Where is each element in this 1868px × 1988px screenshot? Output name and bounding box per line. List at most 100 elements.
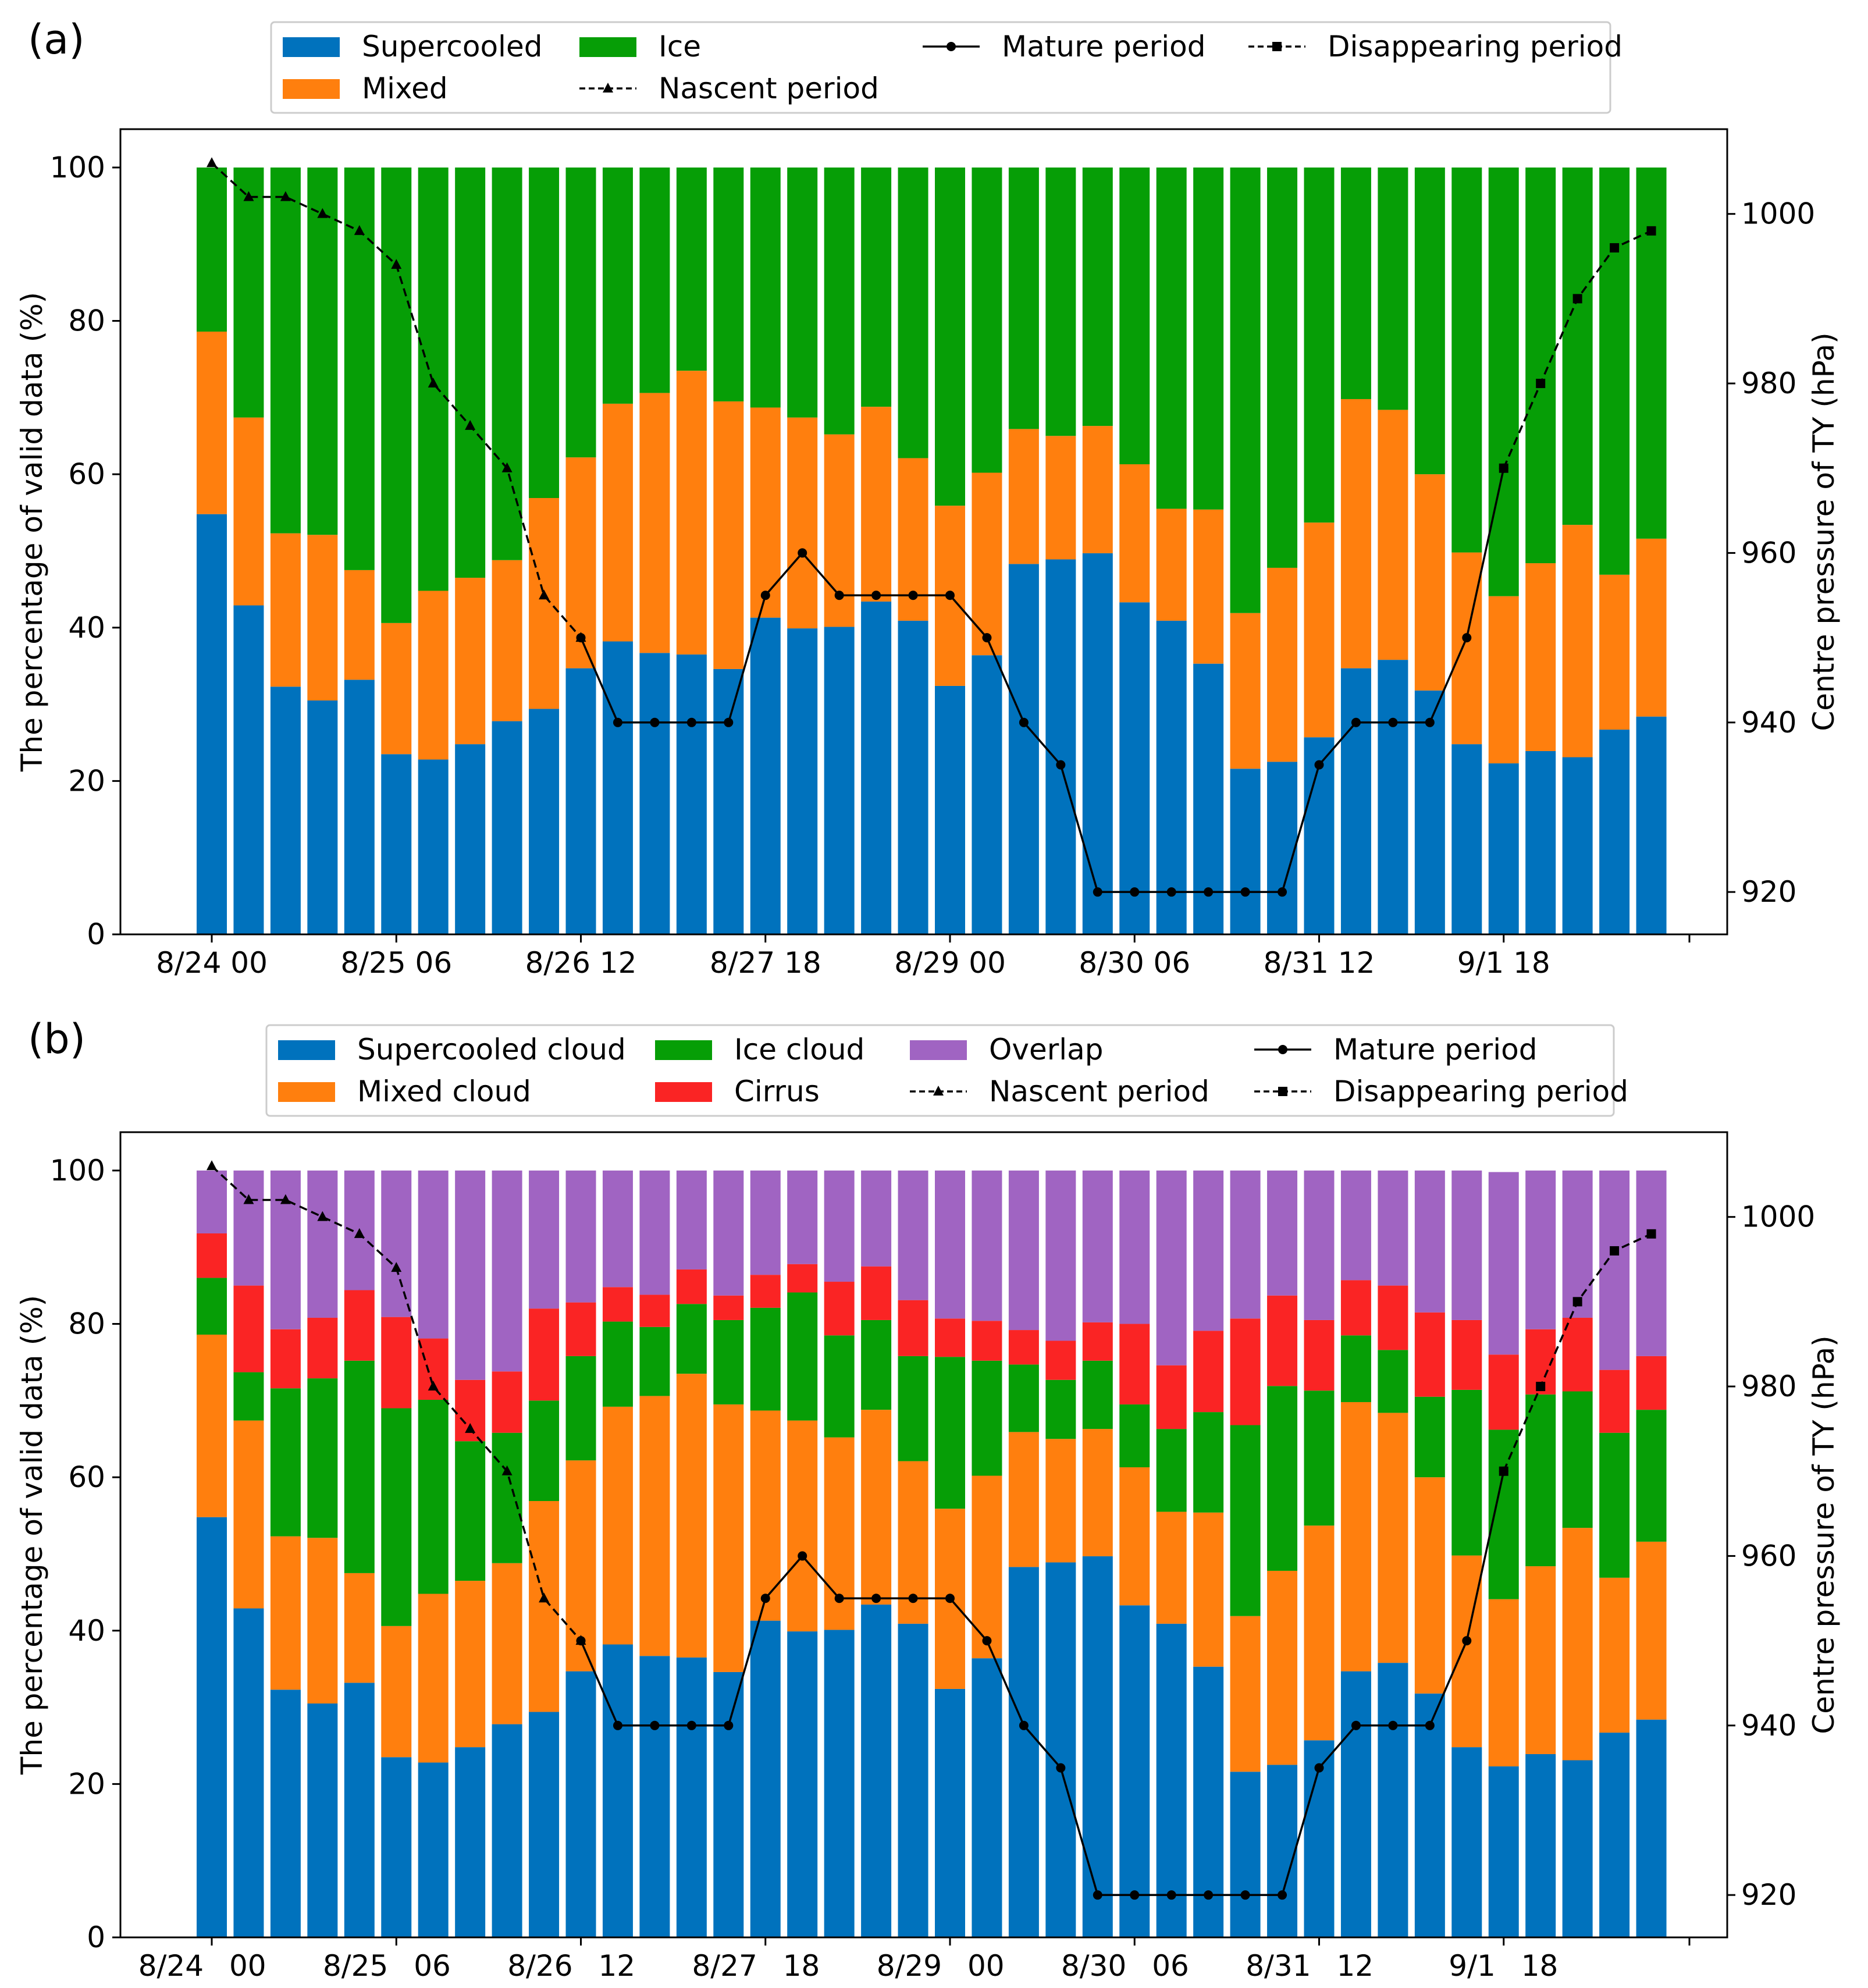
bar-ice-10 xyxy=(565,1356,596,1461)
bar-supercooled-0 xyxy=(197,1517,227,1937)
bar-supercooled-10 xyxy=(565,1671,596,1937)
bar-overlap-28 xyxy=(1230,1170,1261,1319)
y-tick-label-0: 0 xyxy=(87,917,105,951)
pressure-marker-nascent-8 xyxy=(501,462,513,472)
bar-supercooled-20 xyxy=(935,685,965,934)
bar-mixed-25 xyxy=(1119,1467,1150,1606)
pressure-marker-nascent-8 xyxy=(501,1465,513,1475)
bar-overlap-23 xyxy=(1045,1170,1076,1341)
legend-marker-disappearing xyxy=(1272,42,1282,51)
bar-ice-38 xyxy=(1599,167,1630,575)
bar-ice-37 xyxy=(1562,167,1593,525)
bars-a xyxy=(197,167,1667,934)
pressure-marker-mature-11 xyxy=(982,633,992,643)
bar-cirrus-3 xyxy=(307,1317,338,1379)
pressure-marker-mature-7 xyxy=(834,1594,844,1603)
bar-ice-15 xyxy=(750,167,781,408)
bar-supercooled-36 xyxy=(1525,751,1556,934)
pressure-marker-mature-24 xyxy=(1462,633,1472,643)
legend-label-supercooled: Supercooled xyxy=(362,30,542,63)
bar-overlap-16 xyxy=(787,1170,818,1264)
bar-ice-31 xyxy=(1340,167,1371,399)
bar-supercooled-18 xyxy=(861,1604,892,1937)
bar-ice-22 xyxy=(1008,167,1039,429)
pressure-marker-mature-3 xyxy=(686,717,696,727)
bar-cirrus-37 xyxy=(1562,1317,1593,1392)
bar-supercooled-3 xyxy=(307,1703,338,1937)
bar-supercooled-26 xyxy=(1156,1623,1187,1937)
bar-ice-11 xyxy=(602,1321,633,1407)
bar-supercooled-1 xyxy=(233,1608,264,1937)
bar-cirrus-12 xyxy=(639,1294,670,1327)
bar-overlap-12 xyxy=(639,1170,670,1295)
bar-supercooled-33 xyxy=(1414,1693,1445,1937)
bar-cirrus-25 xyxy=(1119,1324,1150,1404)
bar-cirrus-20 xyxy=(935,1318,965,1357)
legend-swatch-ice xyxy=(579,37,636,57)
bar-mixed-0 xyxy=(197,1334,227,1517)
bar-ice-9 xyxy=(529,1400,560,1502)
legend-label-disappearing: Disappearing period xyxy=(1328,30,1623,63)
legend-label-overlap: Overlap xyxy=(989,1033,1104,1066)
bar-overlap-10 xyxy=(565,1170,596,1303)
x-tick-label-5: 8/30 06 xyxy=(1079,946,1190,980)
bar-ice-32 xyxy=(1378,167,1408,410)
bar-mixed-38 xyxy=(1599,1577,1630,1733)
bar-supercooled-14 xyxy=(713,668,744,934)
bar-mixed-32 xyxy=(1378,410,1408,660)
bar-mixed-23 xyxy=(1045,1439,1076,1563)
bar-mixed-12 xyxy=(639,393,670,653)
bar-cirrus-9 xyxy=(529,1308,560,1401)
bar-mixed-35 xyxy=(1488,596,1519,764)
bar-ice-17 xyxy=(824,1335,855,1438)
pressure-marker-nascent-6 xyxy=(428,1381,439,1391)
x-tick-label-date-6: 8/31 xyxy=(1246,1949,1311,1983)
bar-cirrus-10 xyxy=(565,1302,596,1356)
bar-ice-25 xyxy=(1119,1404,1150,1468)
legend-label-cirrus: Cirrus xyxy=(734,1075,820,1108)
y-axis-a: 0 20 40 60 80 100 xyxy=(50,151,120,951)
bar-supercooled-30 xyxy=(1304,737,1335,934)
pressure-lines-a xyxy=(207,157,1656,897)
bar-ice-17 xyxy=(824,167,855,435)
panel-a: (a) Supercooled Mixed Ice Nascent period Mat… xyxy=(15,16,1841,980)
pressure-marker-nascent-3 xyxy=(317,1211,328,1221)
bar-overlap-6 xyxy=(418,1170,449,1339)
bar-supercooled-10 xyxy=(565,668,596,934)
bar-cirrus-32 xyxy=(1378,1285,1408,1350)
y-axis-label-a: The percentage of valid data (%) xyxy=(15,292,49,772)
pressure-marker-mature-9 xyxy=(908,1594,918,1603)
pressure-line-mature xyxy=(579,1471,1505,1896)
bar-ice-36 xyxy=(1525,1394,1556,1567)
x-tick-label-4: 8/29 00 xyxy=(894,946,1006,980)
y-tick-label-100: 100 xyxy=(50,151,105,184)
pressure-marker-disappearing-2 xyxy=(1572,1297,1582,1307)
pressure-marker-mature-21 xyxy=(1351,717,1361,727)
bar-supercooled-5 xyxy=(381,1757,412,1937)
bar-overlap-32 xyxy=(1378,1170,1408,1286)
bar-mixed-31 xyxy=(1340,1402,1371,1672)
bar-supercooled-19 xyxy=(898,620,928,934)
bar-overlap-0 xyxy=(197,1170,227,1233)
bar-mixed-9 xyxy=(529,1501,560,1712)
bar-mixed-3 xyxy=(307,535,338,700)
bar-cirrus-14 xyxy=(713,1295,744,1320)
bar-supercooled-28 xyxy=(1230,769,1261,934)
pressure-marker-mature-15 xyxy=(1130,887,1140,897)
pressure-marker-disappearing-3 xyxy=(1610,1246,1620,1256)
bar-supercooled-13 xyxy=(676,1657,707,1937)
bar-mixed-36 xyxy=(1525,563,1556,751)
bar-ice-29 xyxy=(1267,1386,1298,1571)
bar-supercooled-7 xyxy=(455,744,486,934)
bar-ice-11 xyxy=(602,167,633,404)
bar-mixed-8 xyxy=(492,1563,522,1724)
pressure-marker-mature-6 xyxy=(798,1551,807,1561)
bar-supercooled-18 xyxy=(861,601,892,934)
bar-ice-34 xyxy=(1451,1389,1482,1556)
bar-overlap-39 xyxy=(1636,1170,1667,1356)
bar-mixed-14 xyxy=(713,1404,744,1672)
bar-supercooled-6 xyxy=(418,759,449,934)
y-tick-label-40: 40 xyxy=(68,1614,105,1648)
pressure-marker-mature-5 xyxy=(760,591,770,600)
bar-supercooled-34 xyxy=(1451,1747,1482,1937)
